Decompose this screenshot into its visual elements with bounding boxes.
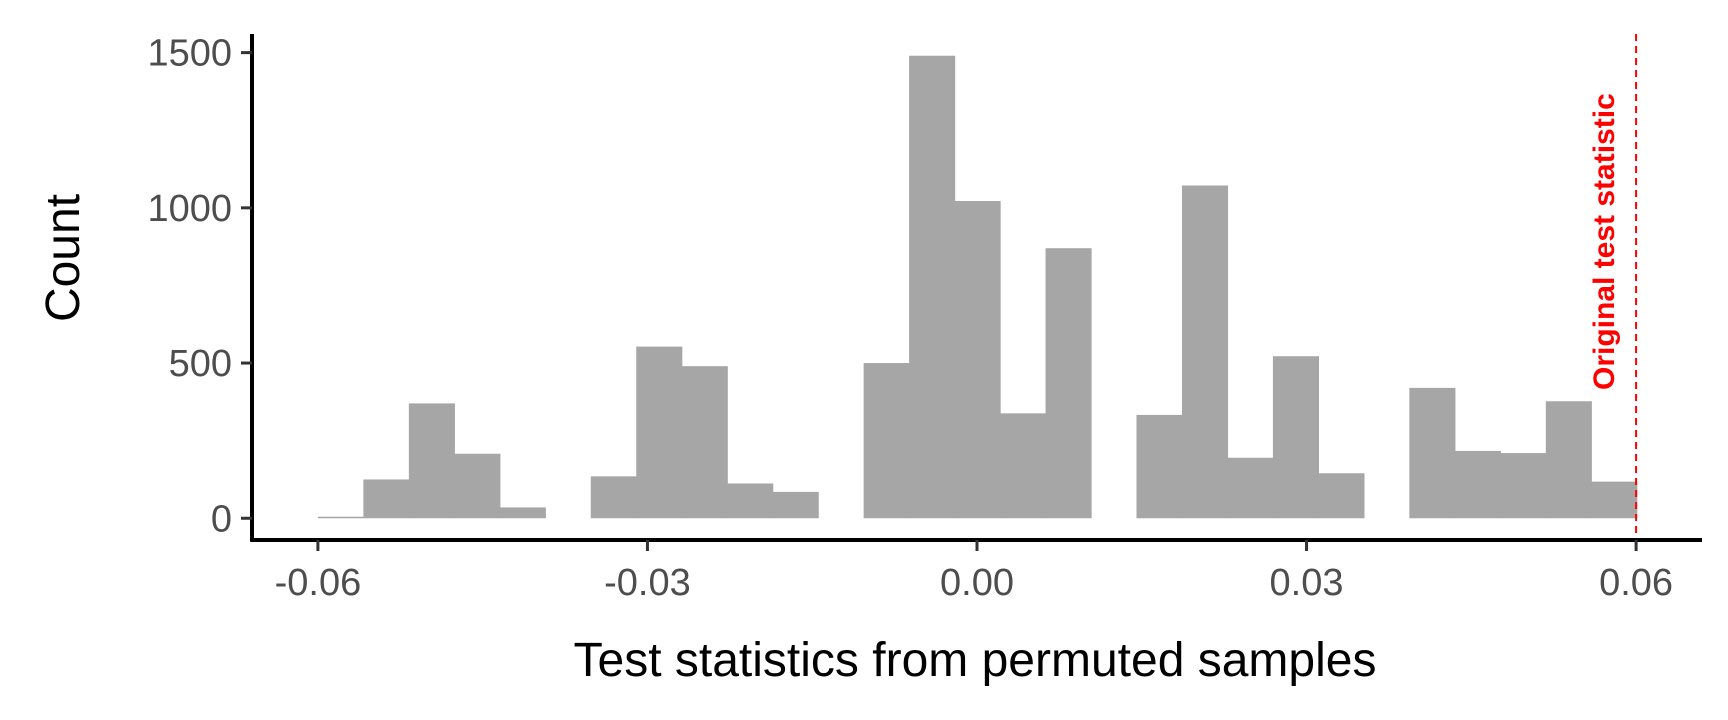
axes-layer	[241, 34, 1702, 551]
y-axis-title: Count	[37, 194, 90, 322]
histogram-bar-13	[1000, 413, 1047, 519]
histogram-bar-6	[636, 346, 683, 519]
histogram-bar-23	[1545, 401, 1592, 519]
histogram-bar-4	[499, 507, 546, 519]
histogram-bar-8	[727, 483, 774, 519]
y-tick-label: 500	[169, 343, 232, 385]
y-tick-label: 1000	[147, 188, 232, 230]
histogram-bar-24	[1591, 481, 1638, 519]
histogram-bar-15	[1136, 414, 1183, 519]
x-tick-label: 0.06	[1599, 562, 1673, 604]
histogram-bar-21	[1454, 450, 1501, 519]
histogram-bar-17	[1227, 457, 1274, 519]
x-tick-label: 0.00	[940, 562, 1014, 604]
bars-layer	[317, 55, 1638, 519]
histogram-bar-22	[1500, 453, 1547, 519]
histogram-bar-14	[1045, 248, 1092, 519]
x-tick-label: -0.06	[275, 562, 362, 604]
labels-layer: -0.06 -0.03 0.00 0.03 0.06 0 500 1000 1500 Test s…	[37, 33, 1673, 687]
y-tick-label: 0	[211, 498, 232, 540]
histogram-bar-9	[772, 491, 819, 519]
histogram-bar-3	[454, 453, 501, 519]
x-axis-title: Test statistics from permuted samples	[574, 634, 1377, 687]
histogram-bar-16	[1181, 185, 1229, 519]
histogram-bar-2	[408, 403, 455, 519]
x-tick-label: -0.03	[604, 562, 691, 604]
histogram-bar-18	[1272, 356, 1320, 519]
histogram-bar-20	[1409, 387, 1456, 519]
reference-line-layer: Original test statistic	[1588, 34, 1638, 540]
histogram-bar-7	[681, 366, 728, 519]
histogram-bar-0	[317, 516, 364, 519]
histogram-bar-1	[363, 479, 410, 519]
histogram-bar-10	[863, 363, 910, 519]
y-tick-label: 1500	[147, 33, 232, 75]
reference-line-label: Original test statistic	[1588, 93, 1621, 390]
histogram-bar-12	[954, 201, 1001, 519]
histogram-bar-5	[590, 476, 637, 519]
histogram-bar-11	[909, 55, 956, 519]
x-tick-label: 0.03	[1270, 562, 1344, 604]
histogram-bar-19	[1318, 473, 1365, 519]
